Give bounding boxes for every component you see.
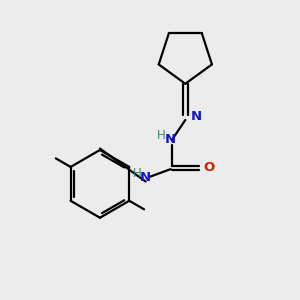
Text: N: N bbox=[140, 172, 151, 184]
Text: H: H bbox=[157, 129, 165, 142]
Text: O: O bbox=[203, 160, 214, 174]
Text: H: H bbox=[133, 167, 142, 180]
Text: N: N bbox=[165, 133, 176, 146]
Text: N: N bbox=[190, 110, 202, 123]
